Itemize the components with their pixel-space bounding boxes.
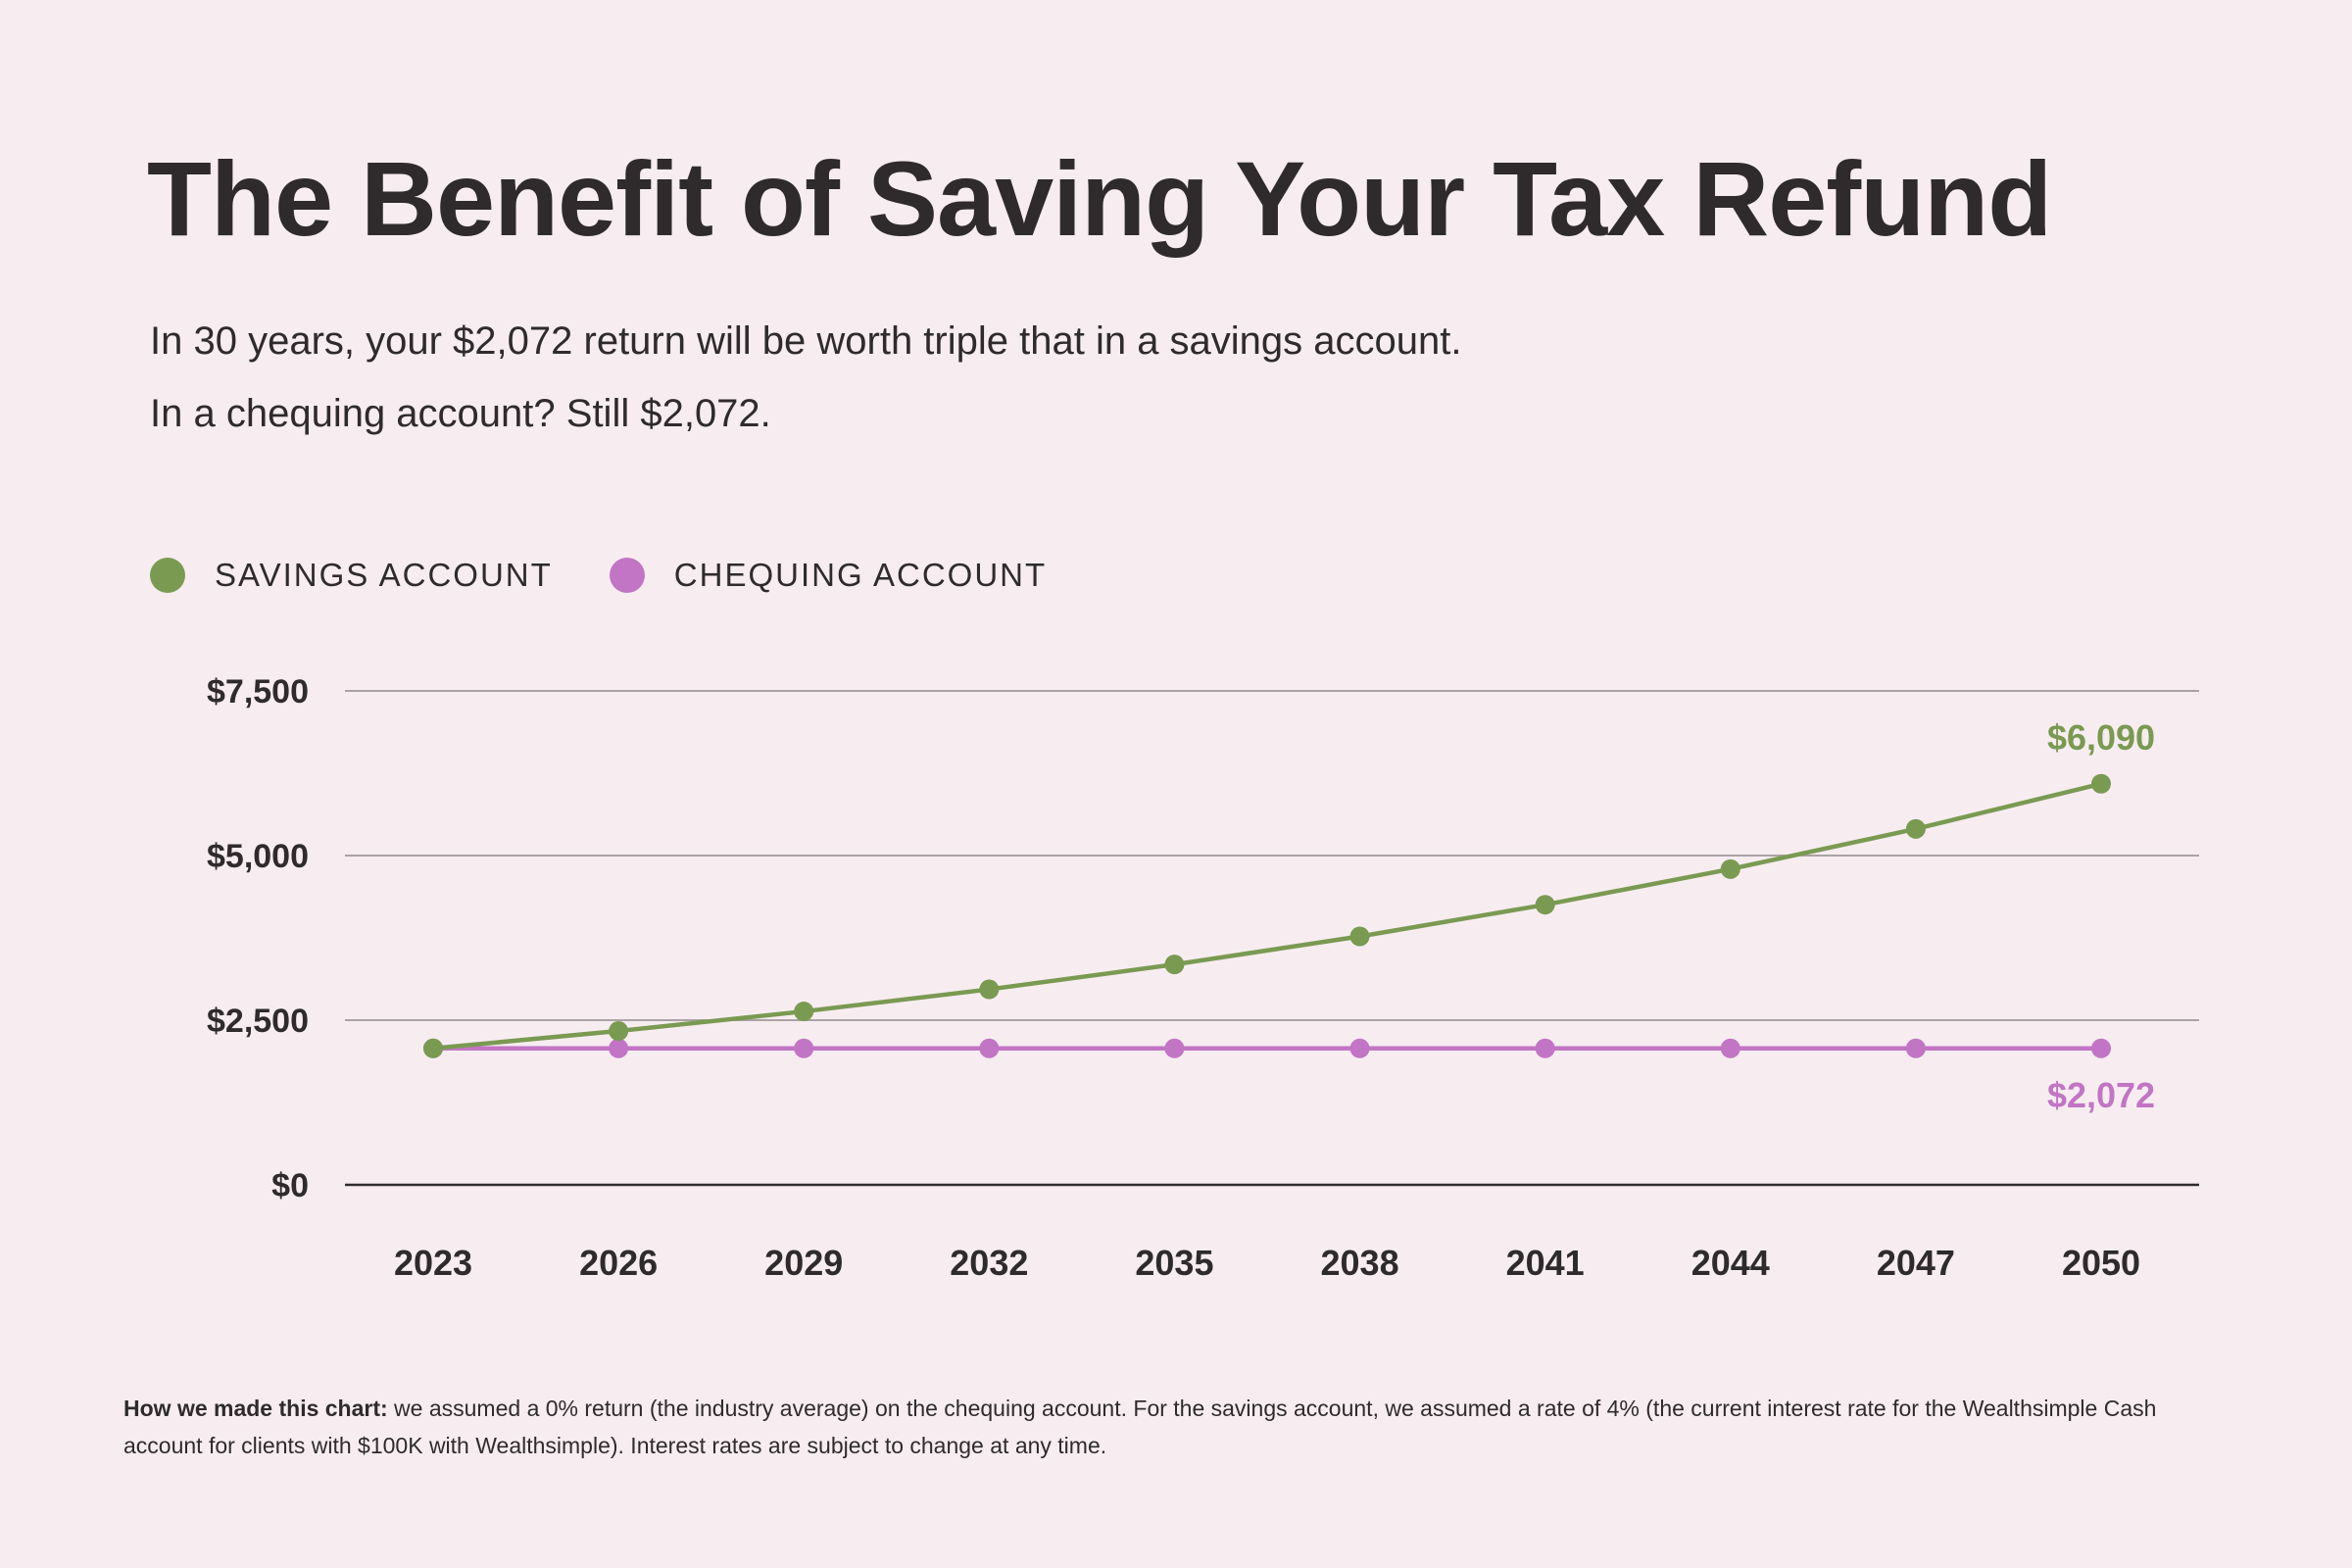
y-tick-label: $2,500 (207, 1003, 309, 1040)
x-tick-label: 2041 (1506, 1243, 1585, 1283)
data-point (1535, 1038, 1555, 1058)
x-tick-label: 2029 (764, 1243, 843, 1283)
data-point (1720, 858, 1740, 879)
data-point (1349, 926, 1370, 947)
data-point (1905, 1038, 1926, 1058)
end-value-label: $6,090 (2047, 717, 2155, 758)
data-point (1164, 1038, 1185, 1058)
data-point (794, 1002, 814, 1022)
data-point (1905, 818, 1926, 839)
x-tick-label: 2050 (2062, 1243, 2140, 1283)
data-point (609, 1038, 629, 1058)
end-value-label: $2,072 (2047, 1075, 2155, 1115)
x-tick-label: 2038 (1321, 1243, 1399, 1283)
savings-legend-dot-icon (150, 558, 185, 593)
page-title: The Benefit of Saving Your Tax Refund (147, 139, 2052, 258)
data-point (2091, 1038, 2111, 1058)
legend-label-chequing: CHEQUING ACCOUNT (673, 557, 1048, 593)
x-tick-label: 2035 (1135, 1243, 1213, 1283)
legend: SAVINGS ACCOUNT CHEQUING ACCOUNT (150, 557, 1103, 594)
footnote: How we made this chart: we assumed a 0% … (123, 1390, 2240, 1464)
subtitle-line-2: In a chequing account? Still $2,072. (150, 392, 771, 435)
y-tick-label: $0 (271, 1167, 309, 1204)
subtitle-line-1: In 30 years, your $2,072 return will be … (150, 319, 1462, 363)
data-point (1349, 1038, 1370, 1058)
y-tick-label: $5,000 (207, 838, 309, 875)
footnote-lead: How we made this chart: (123, 1396, 388, 1421)
data-point (609, 1021, 629, 1042)
line-chart: $0 $2,500 $5,000 $7,500 2023 2026 2029 2032 2035… (207, 673, 2199, 1283)
chequing-legend-dot-icon (609, 558, 645, 593)
x-tick-label: 2044 (1691, 1243, 1770, 1283)
series-line-savings-account (432, 781, 2102, 1052)
y-tick-label: $7,500 (207, 673, 309, 710)
x-tick-label: 2026 (579, 1243, 658, 1283)
data-point (1720, 1038, 1740, 1058)
data-point (979, 1038, 1000, 1058)
x-tick-label: 2047 (1877, 1243, 1955, 1283)
data-point (423, 1038, 443, 1058)
data-point (1535, 895, 1555, 915)
data-point (1164, 955, 1185, 975)
data-point (2091, 773, 2111, 794)
legend-label-savings: SAVINGS ACCOUNT (215, 557, 553, 593)
x-tick-label: 2023 (394, 1243, 472, 1283)
footnote-text: we assumed a 0% return (the industry ave… (123, 1396, 2157, 1458)
data-point (794, 1038, 814, 1058)
legend-item-savings: SAVINGS ACCOUNT (150, 557, 553, 594)
x-tick-label: 2032 (950, 1243, 1028, 1283)
legend-item-chequing: CHEQUING ACCOUNT (609, 557, 1048, 594)
data-point (979, 979, 1000, 1000)
